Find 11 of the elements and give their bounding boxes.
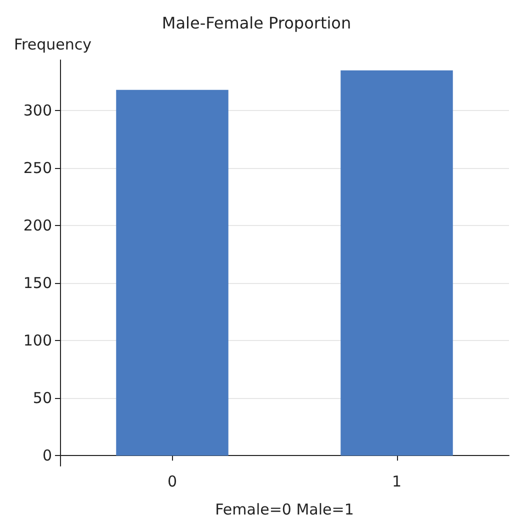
x-tick-label: 1 [392,472,402,490]
y-tick-label: 50 [32,389,52,408]
y-tick-label: 200 [23,216,52,235]
y-tick-label: 300 [23,102,52,120]
y-tick-label: 0 [42,446,52,465]
y-axis-title: Frequency [14,36,92,54]
y-tick-label: 150 [23,274,52,292]
chart-title: Male-Female Proportion [162,14,352,32]
y-tick-label: 250 [23,159,52,178]
y-tick-label: 100 [23,332,52,350]
x-axis-title: Female=0 Male=1 [215,500,354,518]
